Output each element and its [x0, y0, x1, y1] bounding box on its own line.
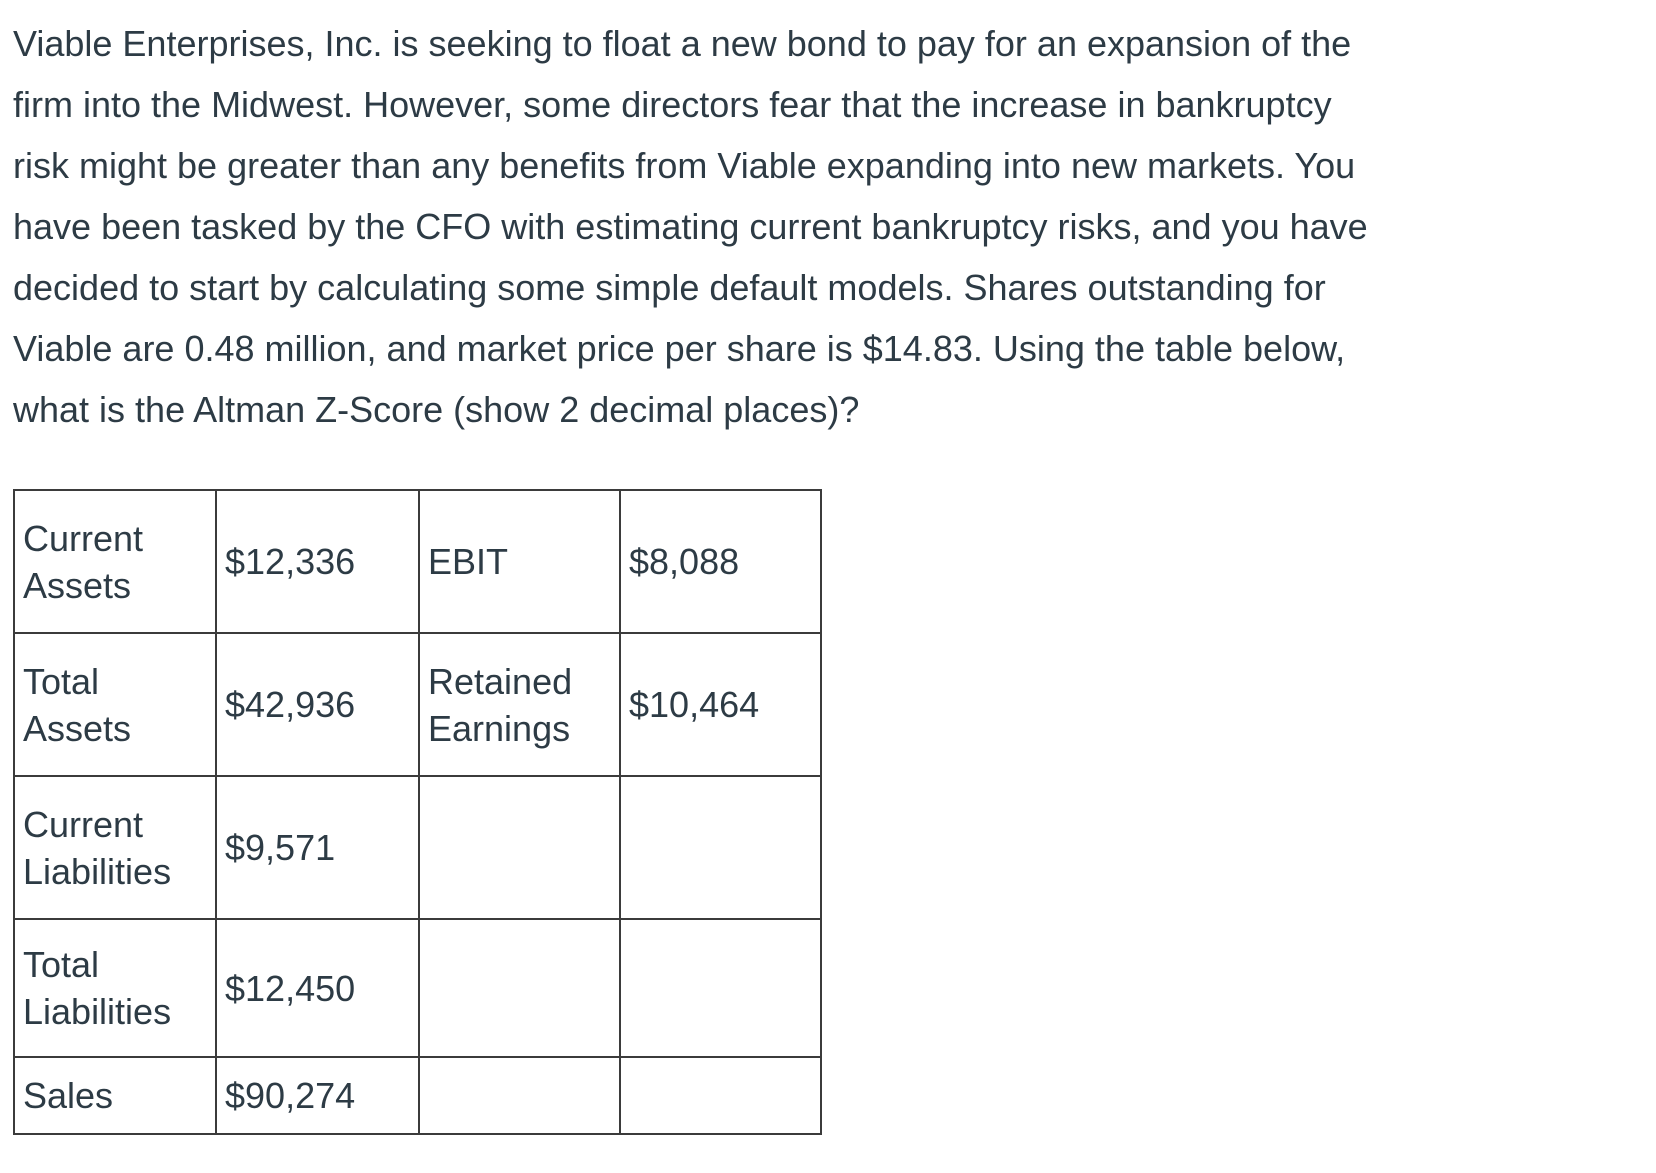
- table-cell-label: Current Liabilities: [13, 775, 217, 920]
- table-cell-value: $10,464: [619, 632, 822, 777]
- financial-data-table: Current Assets $12,336 EBIT $8,088 Total…: [13, 489, 822, 1135]
- table-row: Current Assets $12,336 EBIT $8,088: [13, 489, 822, 634]
- question-text-line: decided to start by calculating some sim…: [13, 267, 1326, 308]
- table-row: Current Liabilities $9,571: [13, 775, 822, 920]
- table-cell-value: $12,336: [215, 489, 420, 634]
- table-cell-value: $9,571: [215, 775, 420, 920]
- table-row: Sales $90,274: [13, 1056, 822, 1135]
- table-cell-empty: [619, 775, 822, 920]
- table-cell-value: $8,088: [619, 489, 822, 634]
- table-cell-value: $90,274: [215, 1056, 420, 1135]
- table-row: Total Assets $42,936 Retained Earnings $…: [13, 632, 822, 777]
- table-cell-empty: [619, 918, 822, 1058]
- table-row: Total Liabilities $12,450: [13, 918, 822, 1058]
- question-page: Viable Enterprises, Inc. is seeking to f…: [13, 13, 1656, 1135]
- table-cell-empty: [418, 775, 621, 920]
- table-cell-value: $12,450: [215, 918, 420, 1058]
- table-cell-label: Total Liabilities: [13, 918, 217, 1058]
- table-cell-value: $42,936: [215, 632, 420, 777]
- question-text-line: have been tasked by the CFO with estimat…: [13, 206, 1368, 247]
- table-cell-label: Total Assets: [13, 632, 217, 777]
- question-text: Viable Enterprises, Inc. is seeking to f…: [13, 13, 1656, 440]
- table-cell-label: Retained Earnings: [418, 632, 621, 777]
- table-cell-empty: [418, 1056, 621, 1135]
- table-cell-label: Sales: [13, 1056, 217, 1135]
- table-cell-empty: [619, 1056, 822, 1135]
- question-text-line: Viable are 0.48 million, and market pric…: [13, 328, 1346, 369]
- table-cell-label: Current Assets: [13, 489, 217, 634]
- question-text-line: what is the Altman Z-Score (show 2 decim…: [13, 389, 860, 430]
- question-text-line: Viable Enterprises, Inc. is seeking to f…: [13, 23, 1352, 64]
- question-text-line: firm into the Midwest. However, some dir…: [13, 84, 1332, 125]
- table-cell-empty: [418, 918, 621, 1058]
- table-cell-label: EBIT: [418, 489, 621, 634]
- question-text-line: risk might be greater than any benefits …: [13, 145, 1356, 186]
